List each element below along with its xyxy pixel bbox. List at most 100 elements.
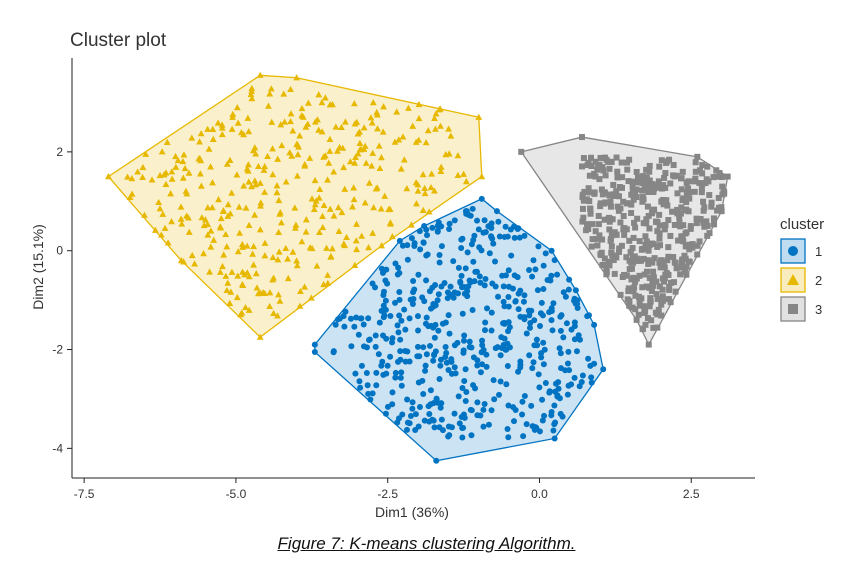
cluster-1-point [445,366,452,373]
cluster-1-point [348,343,355,350]
cluster-1-point [463,388,470,395]
cluster-2-point [265,102,272,109]
cluster-3-point [601,200,608,207]
cluster-2-point [164,239,172,246]
cluster-2-point [314,116,321,123]
cluster-1-point [443,359,450,366]
cluster-2-point [432,110,440,117]
cluster-3-point [607,191,614,198]
cluster-1-point [488,327,495,334]
cluster-3-point [689,241,696,248]
cluster-2-point [414,187,422,194]
cluster-2-point [315,91,323,98]
cluster-3-point [601,189,608,196]
cluster-1-point [512,298,519,305]
cluster-1-point [474,357,481,364]
legend-marker-2 [787,274,799,285]
cluster-1-point [422,362,429,369]
cluster-2-point [222,230,230,238]
cluster-1-point [397,374,404,381]
cluster-1-point [533,424,540,431]
cluster-3-point [646,284,653,291]
cluster-1-point [430,357,437,364]
cluster-1-point [469,205,476,212]
cluster-2-point [274,312,281,319]
x-tick-label: 2.5 [683,487,700,501]
cluster-3-point [656,222,663,229]
cluster-2-point [238,129,245,136]
cluster-2-point [350,195,358,203]
cluster-1-point [392,260,399,267]
cluster-2-point [256,71,264,78]
cluster-2-point [219,262,226,270]
cluster-1-point [387,312,394,319]
cluster-2-point [277,121,285,128]
cluster-2-point [254,290,262,297]
cluster-1-point [396,269,403,276]
cluster-1-point [357,384,364,391]
cluster-1-point [537,310,544,317]
cluster-1-point [365,337,372,344]
cluster-2-point [308,195,316,202]
cluster-3-point [650,188,657,195]
cluster-1-point [484,305,491,312]
cluster-1-point [399,242,406,249]
cluster-3-point [630,234,637,241]
cluster-1-point [479,361,486,368]
cluster-2-point [244,114,252,121]
cluster-3-point [650,324,657,331]
cluster-1-point [551,402,558,409]
cluster-3-point [591,170,598,177]
cluster-3-point [714,207,721,214]
cluster-2-point [349,203,356,210]
cluster-3-point [718,204,725,211]
cluster-2-point [419,171,427,178]
cluster-2-point [220,251,228,258]
cluster-2-point [365,179,373,186]
x-tick-label: -7.5 [74,487,95,501]
cluster-3-point [692,168,699,175]
cluster-3-point [693,220,700,227]
cluster-3-point [664,257,671,264]
cluster-2-point [306,244,314,251]
cluster-2-point [276,210,284,217]
cluster-3-point [601,255,608,262]
cluster-2-point [233,293,241,301]
cluster-2-point [343,233,350,241]
legend-marker-3 [788,304,798,314]
cluster-2-point [142,150,150,157]
cluster-3-point [626,298,633,305]
cluster-3-point [660,196,667,203]
cluster-3-point [666,283,673,290]
cluster-1-point [417,246,424,253]
cluster-3-point [672,288,679,295]
cluster-3-point [672,259,679,266]
cluster-3-point [650,185,657,192]
cluster-2-point [302,216,310,223]
cluster-2-point [191,260,199,267]
cluster-1-point [481,217,488,224]
cluster-1-point [406,358,413,365]
cluster-3-point [636,238,643,245]
cluster-3-point [600,167,607,174]
cluster-2-point [204,204,212,211]
cluster-3-point [578,134,585,141]
cluster-3-point [661,226,668,233]
cluster-1-point [422,367,429,374]
cluster-3-point [631,219,638,226]
cluster-2-point [134,168,142,175]
cluster-3-point [682,243,689,250]
cluster-2-point [148,176,156,183]
cluster-1-point [532,266,539,273]
cluster-1-point [411,242,418,249]
cluster-1-point [541,412,548,419]
cluster-1-point [446,220,453,227]
cluster-1-point [434,227,441,234]
cluster-2-point [335,227,343,235]
cluster-2-point [243,242,251,249]
cluster-1-point [365,315,372,322]
cluster-2-point [419,206,427,213]
cluster-1-point [423,277,430,284]
cluster-3-point [642,233,649,240]
cluster-1-point [458,272,465,279]
